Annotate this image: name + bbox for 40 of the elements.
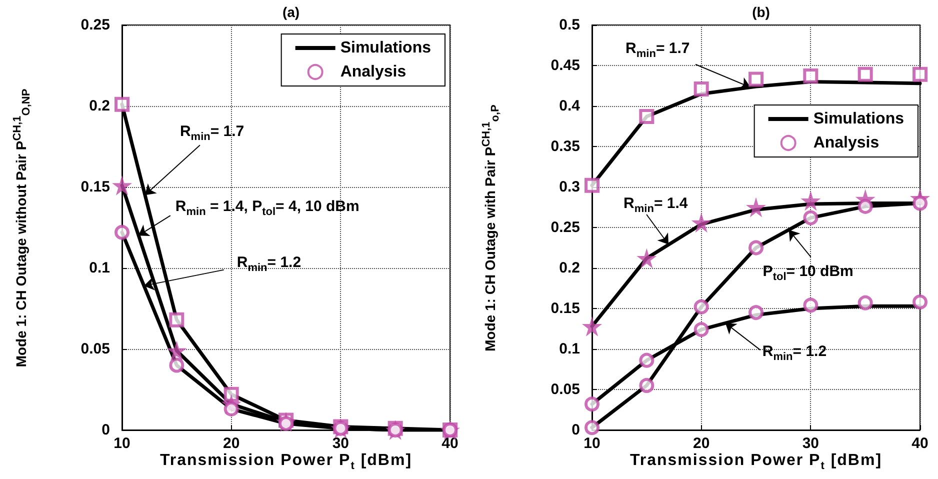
y-tick-label: 0.05 — [80, 340, 110, 358]
y-tick-label: 0 — [572, 422, 580, 438]
x-tick-label: 20 — [222, 435, 240, 452]
x-tick-label: 30 — [802, 435, 820, 452]
y-tick-label: 0.15 — [80, 178, 110, 196]
y-tick-label: 0.35 — [550, 138, 580, 155]
y-tick-label: 0.4 — [559, 98, 581, 114]
x-axis-title: Transmission Power P$_{t}$ [dBm] — [160, 452, 412, 472]
annotation: R$_{min}$ = 1.4, P$_{tol}$= 4, 10 dBm — [175, 198, 360, 220]
x-tick-label: 10 — [114, 435, 130, 452]
legend-label: Simulations — [340, 40, 432, 56]
x-tick-label: 40 — [912, 435, 928, 452]
x-axis-title: Transmission Power P$_{t}$ [dBm] — [630, 452, 882, 472]
annotation: R$_{min}$= 1.4 — [624, 194, 688, 216]
annotation: R$_{min}$= 1.2 — [762, 343, 827, 366]
legend-label: Analysis — [340, 64, 406, 80]
y-tick-label: 0.25 — [80, 16, 110, 34]
annotation: R$_{min}$= 1.2 — [236, 254, 302, 276]
annotation: R$_{min}$= 1.7 — [626, 40, 690, 62]
y-tick-label: 0 — [102, 422, 110, 438]
x-tick-label: 40 — [442, 435, 458, 452]
y-tick-label: 0.05 — [550, 381, 580, 398]
y-tick-label: 0.1 — [559, 340, 580, 358]
annotation: R$_{min}$= 1.7 — [180, 123, 244, 146]
y-tick-label: 0.15 — [550, 300, 580, 317]
x-tick-label: 30 — [332, 435, 350, 452]
y-tick-label: 0.25 — [550, 219, 580, 236]
y-tick-label: 0.2 — [89, 98, 110, 114]
y-tick-label: 0.2 — [559, 260, 580, 276]
legend-label: Simulations — [813, 110, 904, 128]
y-tick-label: 0.1 — [89, 260, 110, 276]
y-tick-label: 0.3 — [559, 178, 580, 196]
chart-title: (b) — [752, 4, 770, 20]
x-tick-label: 10 — [584, 435, 600, 452]
annotation: P$_{tol}$= 10 dBm — [762, 262, 854, 285]
y-tick-label: 0.45 — [550, 57, 580, 74]
chart-title: (a) — [282, 4, 300, 20]
y-tick-label: 0.5 — [559, 16, 580, 34]
legend-label: Analysis — [813, 134, 880, 152]
x-tick-label: 20 — [692, 435, 710, 452]
